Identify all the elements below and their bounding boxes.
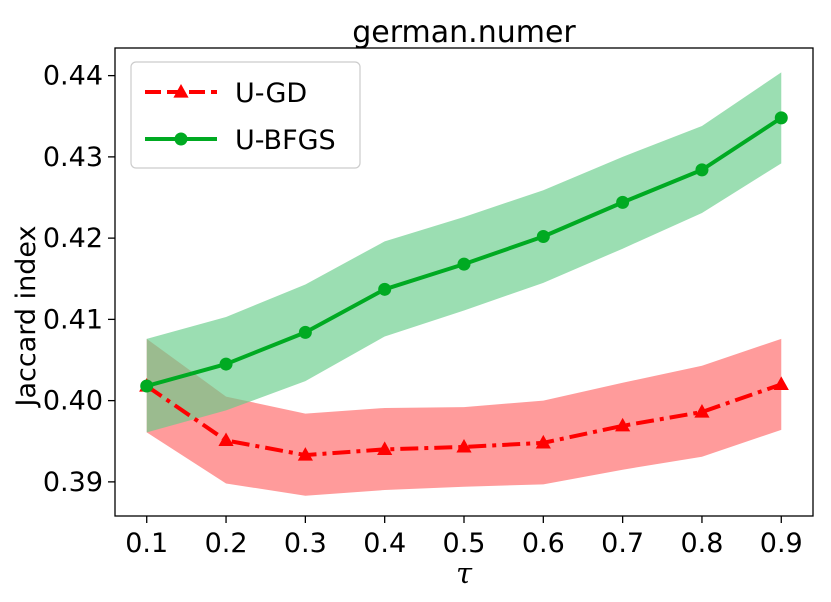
- data-point-u-bfgs: [457, 257, 471, 271]
- legend: U-GD U-BFGS: [130, 61, 361, 169]
- confidence-band-u-bfgs: [146, 72, 782, 433]
- y-axis-label: Jaccard index: [11, 226, 42, 409]
- data-point-u-gd: [694, 404, 710, 418]
- data-point-u-bfgs: [298, 325, 312, 339]
- x-tick-label: 0.2: [205, 528, 248, 559]
- x-tick-label: 0.7: [601, 528, 644, 559]
- data-point-u-bfgs: [616, 195, 630, 209]
- series-markers: [139, 111, 789, 461]
- y-tick-label: 0.44: [43, 61, 103, 92]
- legend-marker-u-gd: [173, 84, 189, 98]
- data-point-u-bfgs: [219, 357, 233, 371]
- legend-label-u-gd: U-GD: [235, 78, 307, 109]
- x-tick-label: 0.3: [284, 528, 327, 559]
- data-point-u-bfgs: [378, 282, 392, 296]
- data-point-u-gd: [297, 447, 313, 461]
- x-axis-ticks: 0.1 0.2 0.3 0.4 0.5 0.6 0.7 0.8 0.9: [125, 516, 803, 559]
- series-line-u-gd: [145, 382, 782, 458]
- data-point-u-gd: [377, 441, 393, 455]
- legend-label-u-bfgs: U-BFGS: [235, 125, 336, 156]
- y-tick-label: 0.42: [43, 223, 103, 254]
- data-point-u-gd: [773, 376, 789, 390]
- data-point-u-gd: [218, 432, 234, 447]
- data-point-u-gd: [615, 417, 631, 432]
- y-tick-label: 0.43: [43, 142, 103, 173]
- data-point-u-bfgs: [536, 230, 550, 243]
- x-tick-label: 0.1: [125, 528, 168, 559]
- data-point-u-bfgs: [774, 111, 788, 125]
- y-tick-label: 0.40: [43, 386, 103, 417]
- x-tick-label: 0.6: [522, 528, 565, 559]
- x-tick-label: 0.5: [443, 528, 486, 559]
- x-axis-label: τ: [456, 556, 473, 590]
- data-point-u-bfgs: [140, 379, 154, 393]
- y-tick-label: 0.41: [43, 304, 103, 335]
- legend-marker-u-bfgs: [174, 132, 188, 146]
- legend-frame: [130, 61, 361, 169]
- x-tick-label: 0.4: [363, 528, 406, 559]
- x-tick-label: 0.8: [680, 528, 723, 559]
- data-point-u-gd: [456, 438, 472, 453]
- y-tick-label: 0.39: [43, 467, 103, 498]
- y-axis-ticks: 0.39 0.40 0.41 0.42 0.43 0.44: [43, 61, 115, 498]
- data-point-u-gd: [535, 434, 551, 449]
- chart-title: german.numer: [352, 15, 576, 50]
- x-tick-label: 0.9: [760, 528, 803, 559]
- data-point-u-bfgs: [695, 163, 709, 177]
